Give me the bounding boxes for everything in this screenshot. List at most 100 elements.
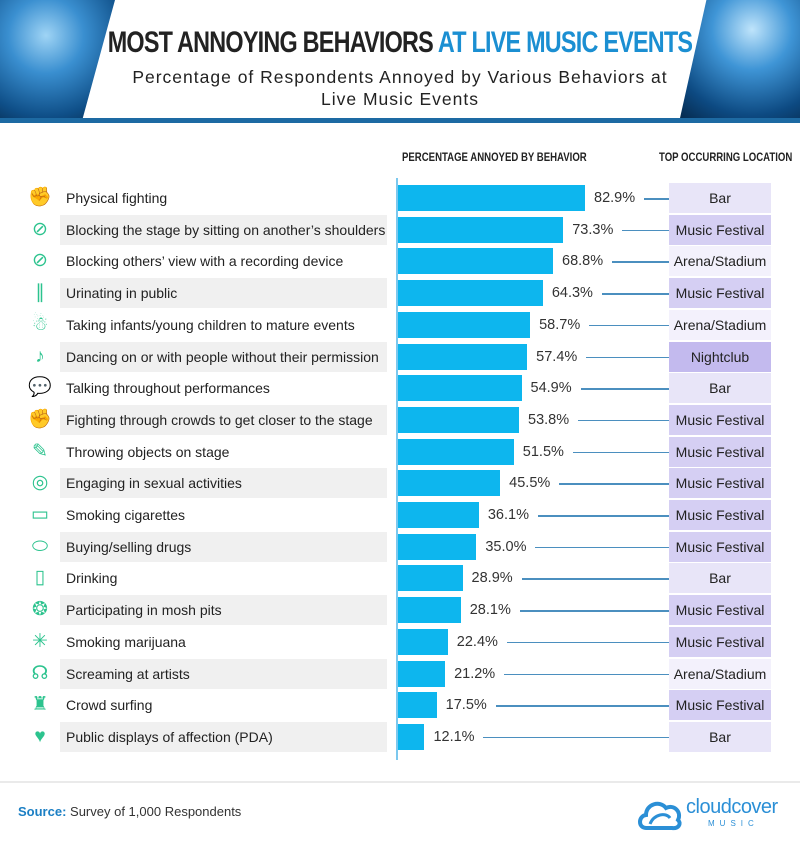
- value-label: 57.4%: [536, 348, 578, 365]
- couple-icon: ♥: [34, 725, 46, 747]
- chart-row: ✊ Physical fighting 82.9% Bar: [0, 183, 800, 213]
- urinal-icon: ∥: [35, 282, 45, 304]
- chart-row: 💬 Talking throughout performances 54.9% Bar: [0, 373, 800, 404]
- bar: [397, 248, 554, 275]
- value-label: 73.3%: [572, 221, 614, 238]
- connector-line: [504, 673, 669, 675]
- value-label: 53.8%: [528, 411, 570, 428]
- location-cell: Music Festival: [669, 500, 771, 530]
- value-label: 22.4%: [456, 633, 498, 650]
- bar: [397, 280, 543, 307]
- cannabis-leaf-icon: ✳: [32, 630, 48, 652]
- behavior-label: Engaging in sexual activities: [66, 475, 242, 492]
- crossed-eye-icon: ⊘: [32, 250, 48, 272]
- title-accent: AT LIVE MUSIC EVENTS: [437, 26, 693, 59]
- location-cell: Music Festival: [669, 278, 771, 309]
- cigarette-icon: ▭: [31, 504, 49, 525]
- speech-bubbles-icon: 💬: [28, 377, 52, 399]
- location-cell: Music Festival: [669, 468, 771, 499]
- row-background: [60, 658, 387, 689]
- bar: [397, 375, 522, 402]
- value-label: 54.9%: [530, 380, 572, 397]
- fist-icon: ✊: [28, 187, 52, 208]
- child-icon: ☃: [31, 313, 49, 335]
- location-cell: Bar: [669, 183, 771, 213]
- cloudcover-logo: cloudcover MUSIC: [636, 794, 796, 834]
- bar: [397, 660, 446, 687]
- chart-row: ⊘ Blocking others’ view with a recording …: [0, 246, 800, 277]
- location-cell: Music Festival: [669, 626, 771, 657]
- connector-line: [612, 261, 669, 263]
- chart-title: MOST ANNOYING BEHAVIORS AT LIVE MUSIC EV…: [88, 26, 712, 60]
- chart-row: ⊘ Blocking the stage by sitting on anothe…: [0, 214, 800, 245]
- chart-row: ☃ Taking infants/young children to mature…: [0, 309, 800, 340]
- value-label: 45.5%: [509, 475, 551, 492]
- title-main: MOST ANNOYING BEHAVIORS: [107, 26, 434, 59]
- row-background: [60, 341, 387, 372]
- condom-icon: ◎: [31, 472, 49, 494]
- location-cell: Arena/Stadium: [669, 309, 771, 340]
- connector-line: [521, 578, 669, 580]
- row-background: [60, 595, 387, 626]
- value-label: 21.2%: [454, 665, 496, 682]
- mosh-pit-icon: ❂: [32, 599, 48, 621]
- header-banner: MOST ANNOYING BEHAVIORS AT LIVE MUSIC EV…: [0, 0, 800, 118]
- value-label: 28.9%: [471, 570, 513, 587]
- location-cell: Music Festival: [669, 531, 771, 562]
- bar: [397, 692, 437, 719]
- header-divider: [0, 118, 800, 123]
- chart-row: ❂ Participating in mosh pits 28.1% Music Fe…: [0, 595, 800, 626]
- fist-icon: ✊: [28, 408, 52, 430]
- behavior-label: Throwing objects on stage: [66, 443, 230, 460]
- row-background: [60, 531, 387, 562]
- source-label: Source:: [18, 804, 67, 819]
- location-cell: Bar: [669, 373, 771, 404]
- crowd-surfing-icon: ♜: [31, 694, 49, 716]
- chart-row: ♜ Crowd surfing 17.5% Music Festival: [0, 690, 800, 721]
- dancer-icon: ♪: [35, 345, 45, 367]
- chart-row: ⬭ Buying/selling drugs 35.0% Music Festival: [0, 531, 800, 562]
- bar: [397, 470, 501, 497]
- behavior-label: Blocking others’ view with a recording d…: [66, 253, 344, 270]
- bar: [397, 216, 564, 243]
- location-cell: Music Festival: [669, 690, 771, 721]
- cloud-logo-icon: [638, 801, 682, 831]
- row-background: [60, 468, 387, 499]
- behavior-label: Blocking the stage by sitting on another…: [66, 221, 386, 238]
- bar: [397, 723, 425, 750]
- chart-row: ✊ Fighting through crowds to get closer t…: [0, 404, 800, 435]
- behavior-label: Public displays of affection (PDA): [66, 728, 273, 745]
- connector-line: [495, 705, 669, 707]
- value-label: 82.9%: [594, 190, 636, 206]
- bar: [397, 438, 514, 465]
- chart-row: ◎ Engaging in sexual activities 45.5% Music…: [0, 468, 800, 499]
- connector-line: [535, 546, 669, 549]
- bar-axis-line: [396, 178, 398, 760]
- source-text: Survey of 1,000 Respondents: [70, 804, 242, 819]
- connector-line: [559, 483, 669, 485]
- behavior-label: Smoking cigarettes: [66, 507, 186, 523]
- location-cell: Arena/Stadium: [669, 246, 771, 277]
- footer-divider: [0, 781, 800, 783]
- connector-line: [519, 610, 669, 612]
- chart-row: ✳ Smoking marijuana 22.4% Music Festival: [0, 626, 800, 657]
- logo-text: cloudcover: [686, 796, 778, 818]
- pills-icon: ⬭: [31, 535, 49, 557]
- value-label: 36.1%: [487, 507, 529, 523]
- bar: [397, 185, 585, 211]
- location-cell: Music Festival: [669, 214, 771, 245]
- bar: [397, 311, 531, 338]
- screaming-person-icon: ☊: [31, 662, 49, 684]
- chart-subtitle: Percentage of Respondents Annoyed by Var…: [132, 67, 668, 109]
- row-background: [60, 278, 387, 309]
- behavior-label: Talking throughout performances: [66, 380, 270, 397]
- bottle-icon: ▯: [34, 567, 46, 589]
- value-label: 12.1%: [433, 728, 475, 745]
- row-background: [60, 404, 387, 435]
- throw-icon: ✎: [32, 440, 48, 462]
- connector-line: [601, 293, 669, 295]
- behavior-label: Taking infants/young children to mature …: [66, 316, 355, 333]
- logo-subtext: MUSIC: [708, 819, 759, 828]
- chart-row: ▭ Smoking cigarettes 36.1% Music Festival: [0, 500, 800, 530]
- location-cell: Bar: [669, 721, 771, 752]
